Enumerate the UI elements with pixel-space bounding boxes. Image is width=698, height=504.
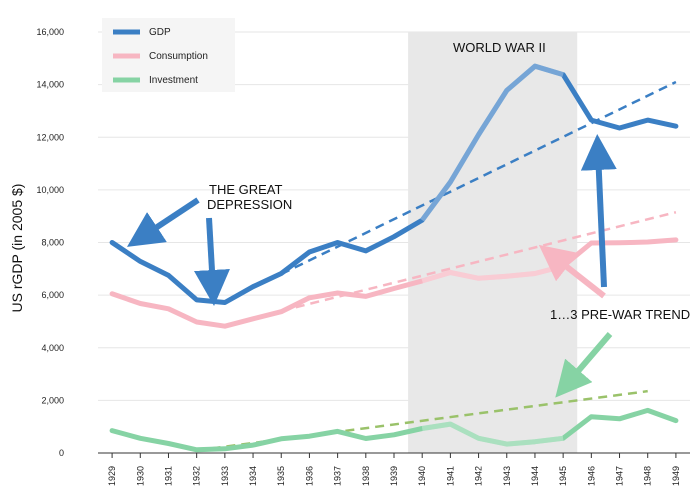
trend-line-gdp (280, 80, 677, 276)
arrow-depression-down (194, 217, 230, 306)
series-lines (109, 63, 679, 453)
series-war-overlay-gdp (420, 63, 564, 222)
legend-label-gdp: GDP (149, 27, 171, 38)
x-tick-label: 1929 (107, 466, 117, 486)
series-line-investment (109, 407, 679, 453)
x-tick-label: 1942 (474, 466, 484, 486)
y-tick-label: 2,000 (41, 395, 64, 405)
y-tick-label: 10,000 (36, 185, 64, 195)
x-tick-label: 1933 (220, 466, 230, 486)
series-line-gdp (109, 63, 679, 305)
x-tick-label: 1944 (530, 466, 540, 486)
x-tick-label: 1935 (276, 466, 286, 486)
ww2-shaded-region (408, 32, 578, 453)
annotation-pre-war-trend: 1…3 PRE-WAR TREND (550, 307, 690, 322)
shaded-region-label: WORLD WAR II (453, 40, 546, 55)
y-tick-label: 8,000 (41, 238, 64, 248)
arrow-consumption-trend (538, 244, 606, 299)
series-war-overlay-investment (421, 421, 564, 447)
x-tick-label: 1948 (643, 466, 653, 486)
annotation-depression-line1: THE GREAT (209, 182, 282, 197)
y-tick-label: 14,000 (36, 80, 64, 90)
x-tick-label: 1939 (389, 466, 399, 486)
legend-label-investment: Investment (149, 75, 198, 86)
annotation-depression-line2: DEPRESSION (207, 197, 292, 212)
legend-label-consumption: Consumption (149, 51, 208, 62)
x-tick-label: 1943 (502, 466, 512, 486)
series-line-consumption (109, 237, 679, 329)
x-tick-label: 1937 (333, 466, 343, 486)
x-tick-label: 1931 (163, 466, 173, 486)
arrow-investment-trend (555, 332, 613, 398)
y-tick-label: 0 (59, 448, 64, 458)
x-tick-label: 1940 (417, 466, 427, 486)
x-tick-label: 1930 (135, 466, 145, 486)
axes: 0 2,000 4,000 6,000 8,000 10,000 12,000 14,000 1… (36, 27, 690, 486)
x-tick-label: 1946 (586, 466, 596, 486)
arrow-gdp-trend (580, 134, 617, 288)
y-tick-label: 12,000 (36, 132, 64, 142)
x-tick-label: 1941 (445, 466, 455, 486)
x-tick-label: 1934 (248, 466, 258, 486)
x-tick-label: 1949 (671, 466, 681, 486)
x-tick-label: 1936 (304, 466, 314, 486)
y-axis-label: US rGDP (in 2005 $) (9, 184, 25, 313)
x-tick-label: 1945 (558, 466, 568, 486)
legend: GDP Consumption Investment (102, 18, 235, 92)
y-tick-label: 16,000 (36, 27, 64, 37)
x-tick-label: 1938 (361, 466, 371, 486)
x-tick-label: 1947 (615, 466, 625, 486)
war-shading (408, 32, 578, 453)
arrow-depression-left (126, 197, 200, 247)
y-tick-label: 6,000 (41, 290, 64, 300)
x-tick-label: 1932 (192, 466, 202, 486)
y-tick-label: 4,000 (41, 343, 64, 353)
